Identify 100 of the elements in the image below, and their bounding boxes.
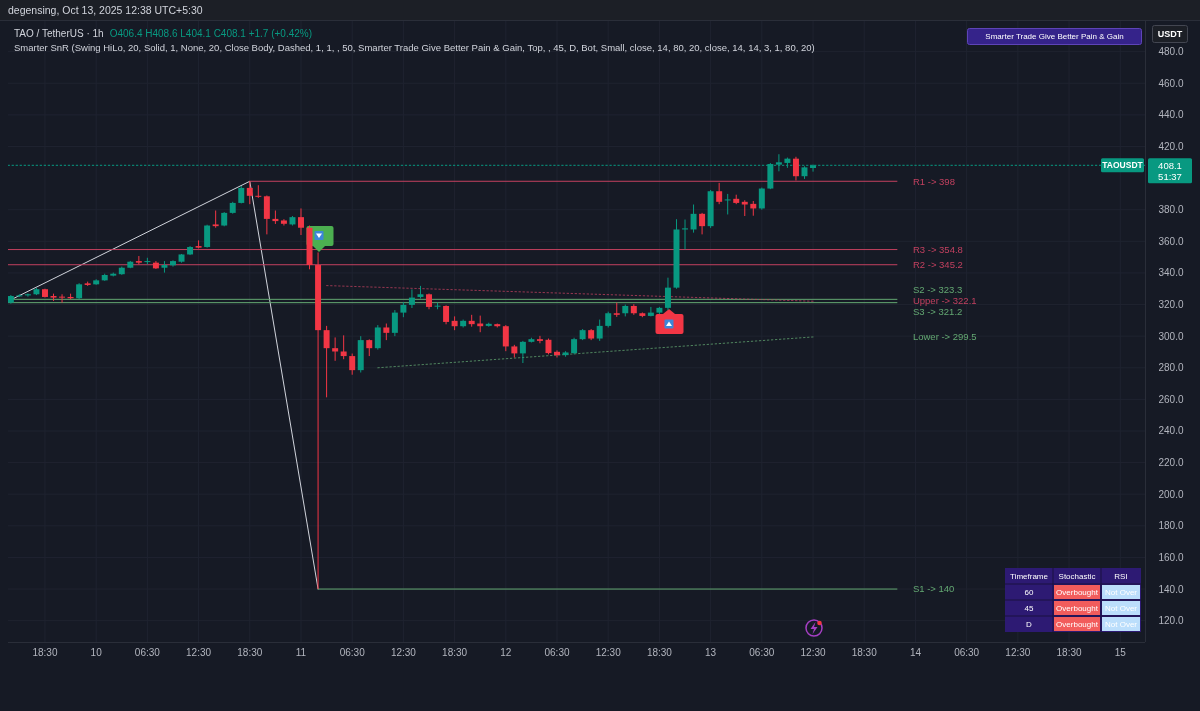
x-tick-label: 15 — [1114, 647, 1127, 658]
candlestick — [374, 324, 381, 351]
candlestick — [298, 207, 304, 236]
text: Lower -> 299.5 — [912, 331, 977, 343]
x-tick-label: 18:30 — [1056, 647, 1082, 658]
candlestick — [59, 293, 66, 304]
category-label: 45 — [1024, 603, 1034, 613]
y-tick-label: 440.0 — [1158, 109, 1184, 121]
candlestick — [664, 277, 671, 311]
candlestick — [391, 309, 398, 337]
x-tick-label: 10 — [90, 647, 103, 658]
y-tick-label: 300.0 — [1158, 330, 1184, 342]
candlestick — [332, 336, 339, 362]
candlestick — [349, 353, 356, 376]
text: Smarter SnR (Swing HiLo, 20, Solid, 1, None, 20, Close Body, Dashed, 1, 1, , 50, Smarter Trade Give Better Pain & Gain, Top, , 45, D, Bot, Small, close, 14, 80, 20, close, 14, 14, 3, 1, 80, 20) — [14, 42, 815, 53]
candlestick — [596, 319, 603, 342]
y-tick-label: 140.0 — [1158, 583, 1184, 595]
candlestick — [204, 224, 211, 249]
category-label: RSI — [1114, 571, 1128, 581]
y-tick-label: 280.0 — [1158, 362, 1184, 374]
text: Not Over — [1104, 619, 1138, 629]
text: 51:37 — [1158, 170, 1182, 182]
candlestick — [443, 304, 450, 325]
annotation: Smarter Trade Give Better Pain & Gain — [985, 32, 1124, 42]
x-tick-label: 13 — [705, 647, 717, 658]
y-tick-label: 180.0 — [1158, 520, 1184, 532]
x-tick-label: 18:30 — [237, 647, 263, 658]
x-tick-label: 06:30 — [544, 647, 570, 658]
series-label: R2 -> 345.2 — [912, 259, 963, 271]
candlestick — [792, 156, 799, 181]
y-tick-label: 340.0 — [1158, 267, 1184, 279]
y-tick-label: 460.0 — [1158, 77, 1184, 89]
candlestick — [775, 153, 782, 172]
y-tick-label: 260.0 — [1158, 393, 1184, 405]
text: Upper -> 322.1 — [912, 295, 977, 307]
category-label: Stochastic — [1058, 571, 1096, 581]
candlestick — [255, 184, 262, 199]
candlestick — [135, 255, 142, 265]
text: Overbought — [1056, 619, 1098, 629]
x-tick-label: 18:30 — [646, 647, 673, 658]
y-tick-label: 120.0 — [1158, 615, 1184, 627]
annotation: O406.4 H408.6 L404.1 C408.1 +1.7 (+0.42%) — [109, 28, 313, 39]
x-tick-label: 06:30 — [134, 647, 161, 658]
x-tick-label: 18:30 — [851, 647, 878, 658]
text: Overbought — [1056, 603, 1098, 613]
candlestick — [340, 334, 347, 360]
candlestick — [724, 193, 731, 215]
y-tick-label: 200.0 — [1158, 488, 1184, 500]
category-label: D — [1026, 619, 1032, 629]
candlestick — [263, 194, 270, 235]
ref-line-label: TAOUSDT — [1102, 160, 1144, 171]
text: Timeframe — [1010, 571, 1049, 581]
category-label: 60 — [1024, 587, 1034, 597]
candlestick — [536, 335, 543, 344]
x-tick-label: 12:30 — [595, 647, 622, 658]
series-label: S3 -> 321.2 — [912, 306, 963, 318]
x-tick-label: 18:30 — [442, 647, 468, 658]
x-tick-label: 06:30 — [339, 647, 366, 658]
candlestick — [699, 212, 706, 235]
candlestick — [280, 218, 287, 227]
x-tick-label: 14 — [909, 647, 922, 658]
x-tick-label: 06:30 — [749, 647, 775, 658]
x-tick-label: 12:30 — [390, 647, 417, 658]
y-tick-label: 240.0 — [1158, 425, 1184, 437]
candlestick — [170, 259, 176, 268]
candlestick — [758, 187, 765, 211]
y-tick-label: 480.0 — [1158, 46, 1184, 58]
x-tick-label: 12 — [500, 647, 512, 658]
x-tick-label: 06:30 — [954, 647, 980, 658]
x-tick-label: 18:30 — [32, 647, 58, 658]
candlestick — [323, 325, 330, 398]
series-label: R1 -> 398 — [912, 175, 955, 187]
candlestick — [716, 182, 723, 205]
text: Not Over — [1104, 603, 1138, 613]
text: Overbought — [1056, 587, 1098, 597]
y-tick-label: 160.0 — [1158, 551, 1184, 563]
candlestick — [554, 349, 560, 358]
y-tick-label: 320.0 — [1158, 299, 1184, 311]
candlestick — [647, 306, 654, 317]
text: Not Over — [1104, 587, 1138, 597]
y-tick-label: 360.0 — [1158, 235, 1184, 247]
candlestick — [519, 340, 526, 364]
series-label: R3 -> 354.8 — [912, 243, 963, 255]
series-label: S1 -> 140 — [912, 583, 955, 595]
candlestick — [408, 288, 415, 309]
x-tick-label: 12:30 — [1005, 647, 1031, 658]
y-axis-title: USDT — [1157, 29, 1183, 40]
series-label: S2 -> 323.3 — [912, 284, 963, 296]
y-tick-label: 420.0 — [1158, 141, 1184, 152]
candlestick — [246, 180, 253, 205]
x-tick-label: 11 — [295, 647, 307, 658]
y-tick-label: 220.0 — [1158, 457, 1184, 469]
text: 408.1 — [1158, 159, 1182, 171]
candlestick — [502, 324, 509, 352]
candlestick — [690, 204, 697, 234]
x-tick-label: 12:30 — [186, 647, 212, 658]
x-tick-label: 12:30 — [800, 647, 826, 658]
y-tick-label: 380.0 — [1158, 204, 1184, 216]
text: degensing, Oct 13, 2025 12:38 UTC+5:30 — [8, 4, 203, 16]
text: TAO / TetherUS · 1h — [14, 28, 104, 39]
